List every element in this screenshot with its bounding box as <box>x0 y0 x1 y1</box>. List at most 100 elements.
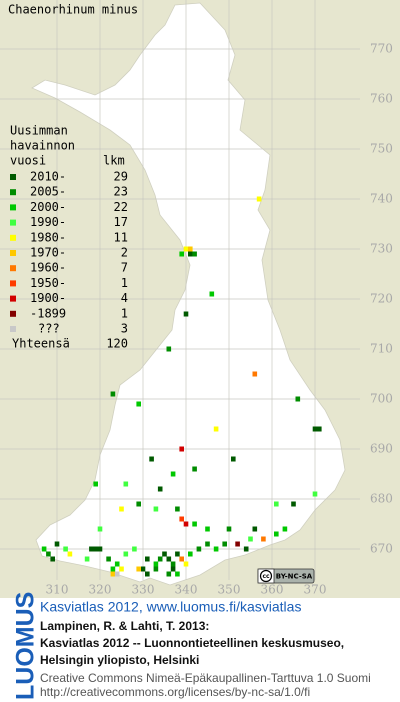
observation-square <box>41 546 47 552</box>
observation-square <box>183 246 189 252</box>
observation-square <box>256 196 262 202</box>
brand-logo: LUOMUS <box>12 592 40 700</box>
observation-square <box>274 531 279 537</box>
x-coordinate-label: 330 <box>132 583 155 597</box>
observation-square <box>312 491 318 497</box>
observation-square <box>114 561 120 567</box>
observation-square <box>63 546 68 552</box>
observation-square <box>192 466 197 472</box>
observation-square <box>252 371 258 377</box>
legend-swatch <box>10 250 16 256</box>
observation-square <box>84 556 90 562</box>
observation-square <box>222 541 227 547</box>
observation-square <box>110 391 116 397</box>
y-coordinate-label: 710 <box>370 342 393 356</box>
x-coordinate-label: 360 <box>261 583 284 597</box>
legend-count: 1 <box>121 276 128 290</box>
legend-count: 22 <box>114 200 128 214</box>
legend-label: 1960- <box>30 261 66 275</box>
finland-land <box>31 2 346 586</box>
legend: Uusimman havainnon vuosi lkm 2010- 29 2005… <box>10 124 128 351</box>
legend-swatch <box>10 204 16 211</box>
legend-count: 2 <box>121 246 128 260</box>
observation-square <box>145 556 150 562</box>
observation-square <box>183 311 189 317</box>
observation-square <box>205 541 210 547</box>
citation-line: Lampinen, R. & Lahti, T. 2013: <box>40 619 209 633</box>
x-coordinate-label: 320 <box>89 583 112 597</box>
observation-square <box>149 456 154 462</box>
badge-text: BY-NC-SA <box>276 573 313 581</box>
observation-square <box>209 291 215 297</box>
y-coordinate-label: 720 <box>370 292 393 306</box>
coordinate-grid <box>0 0 360 580</box>
observation-square <box>136 566 141 572</box>
observation-square <box>196 546 202 552</box>
observation-square <box>213 426 219 432</box>
observation-square <box>274 501 279 507</box>
observation-square <box>132 546 137 552</box>
legend-swatch <box>10 174 16 180</box>
x-coordinate-label: 310 <box>46 583 69 597</box>
observation-square <box>166 346 172 352</box>
legend-swatch <box>10 234 16 241</box>
legend-count: 3 <box>121 322 128 336</box>
observation-square <box>93 481 98 487</box>
observation-square <box>162 551 167 557</box>
y-coordinate-label: 700 <box>370 392 393 406</box>
y-coordinate-label: 770 <box>370 42 393 56</box>
observation-square <box>145 571 150 577</box>
observation-square <box>188 246 193 252</box>
observation-square <box>123 481 129 487</box>
observation-square <box>97 526 103 532</box>
observation-square <box>188 551 193 557</box>
observation-square <box>123 551 129 557</box>
observation-square <box>89 546 94 552</box>
observation-square <box>183 521 189 527</box>
observation-square <box>179 446 184 452</box>
legend-label: 2010- <box>30 170 66 184</box>
observation-square <box>170 566 176 572</box>
observation-square <box>170 471 176 477</box>
y-coordinate-label: 750 <box>370 142 393 156</box>
legend-count: 17 <box>114 215 128 229</box>
observation-square <box>170 561 176 567</box>
y-coordinate-label: 690 <box>370 442 393 456</box>
observation-square <box>50 556 55 562</box>
legend-total-label: Yhteensä <box>12 337 70 351</box>
observation-square <box>243 546 249 552</box>
legend-count: 11 <box>114 230 128 244</box>
observation-square <box>54 541 60 547</box>
observation-square <box>282 526 288 532</box>
observation-square <box>119 566 124 572</box>
license-badge: cc BY-NC-SA <box>257 568 315 584</box>
legend-label: 1970- <box>30 246 66 260</box>
legend-label: 2005- <box>30 185 66 199</box>
observation-square <box>67 551 73 557</box>
species-title: Chaenorhinum minus <box>8 3 138 17</box>
legend-count: 4 <box>121 291 128 305</box>
x-coordinate-label: 350 <box>218 583 241 597</box>
legend-heading: Uusimman <box>10 124 68 138</box>
observation-square <box>46 551 51 557</box>
observation-square <box>192 521 197 527</box>
observation-square <box>261 536 266 542</box>
coordinate-labels: 310 320 330 340 350 360 370 670 680 690 700 710 720 7… <box>46 42 393 597</box>
observation-square <box>114 571 120 577</box>
observation-square <box>136 401 141 407</box>
citation-line: Kasviatlas 2012 -- Luonnontieteellinen k… <box>40 636 344 650</box>
atlas-link: Kasviatlas 2012, www.luomus.fi/kasviatla… <box>40 599 301 615</box>
observation-square <box>179 516 184 522</box>
legend-swatch <box>10 326 16 332</box>
y-coordinate-label: 760 <box>370 92 393 106</box>
legend-swatch <box>10 295 16 302</box>
observation-square <box>166 556 172 562</box>
observation-square <box>119 506 124 512</box>
observation-square <box>136 501 141 507</box>
observation-square <box>252 526 258 532</box>
observation-square <box>205 526 210 532</box>
observation-square <box>179 251 184 257</box>
legend-total: 120 <box>106 337 128 351</box>
